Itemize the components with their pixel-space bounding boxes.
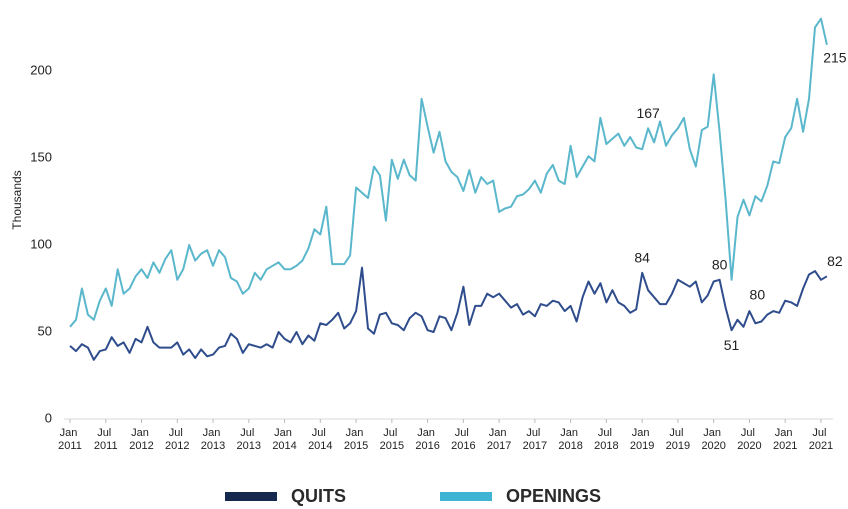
data-label: 215 bbox=[823, 50, 847, 66]
data-label: 167 bbox=[636, 105, 660, 121]
x-tick-label: Jan 2020 bbox=[701, 427, 725, 452]
x-tick-label: Jul 2019 bbox=[666, 427, 690, 452]
x-tick-label: Jan 2011 bbox=[58, 427, 82, 452]
x-tick-label: Jan 2013 bbox=[201, 427, 225, 452]
y-axis-label: Thousands bbox=[10, 170, 24, 229]
x-tick-label: Jul 2013 bbox=[237, 427, 261, 452]
legend-label: QUITS bbox=[291, 486, 346, 506]
x-tick-label: Jul 2011 bbox=[94, 427, 118, 452]
x-tick-label: Jan 2015 bbox=[344, 427, 368, 452]
legend-swatch bbox=[440, 492, 492, 501]
x-tick-label: Jul 2014 bbox=[308, 427, 332, 452]
legend-label: OPENINGS bbox=[506, 486, 601, 506]
x-tick-label: Jul 2015 bbox=[380, 427, 404, 452]
x-tick-label: Jan 2014 bbox=[272, 427, 296, 452]
x-tick-label: Jan 2018 bbox=[558, 427, 582, 452]
y-tick-label: 200 bbox=[30, 62, 52, 77]
x-tick-label: Jan 2019 bbox=[630, 427, 654, 452]
data-label: 80 bbox=[750, 286, 766, 302]
data-label: 80 bbox=[712, 256, 728, 272]
x-tick-label: Jul 2012 bbox=[165, 427, 189, 452]
x-tick-label: Jul 2018 bbox=[594, 427, 618, 452]
data-label: 84 bbox=[634, 250, 650, 266]
data-label: 51 bbox=[724, 337, 740, 353]
x-tick-label: Jan 2021 bbox=[773, 427, 797, 452]
x-tick-label: Jan 2017 bbox=[487, 427, 511, 452]
y-tick-label: 150 bbox=[30, 149, 52, 164]
x-tick-label: Jul 2020 bbox=[737, 427, 761, 452]
data-label: 82 bbox=[827, 253, 843, 269]
x-tick-label: Jan 2016 bbox=[415, 427, 439, 452]
y-tick-label: 0 bbox=[45, 410, 52, 425]
x-tick-label: Jul 2017 bbox=[523, 427, 547, 452]
x-tick-label: Jul 2016 bbox=[451, 427, 475, 452]
x-tick-label: Jul 2021 bbox=[809, 427, 833, 452]
legend-swatch bbox=[225, 492, 277, 501]
series-line bbox=[69, 17, 828, 328]
y-tick-label: 50 bbox=[38, 323, 52, 338]
series-line bbox=[69, 266, 828, 361]
y-tick-label: 100 bbox=[30, 236, 52, 251]
x-tick-label: Jan 2012 bbox=[129, 427, 153, 452]
